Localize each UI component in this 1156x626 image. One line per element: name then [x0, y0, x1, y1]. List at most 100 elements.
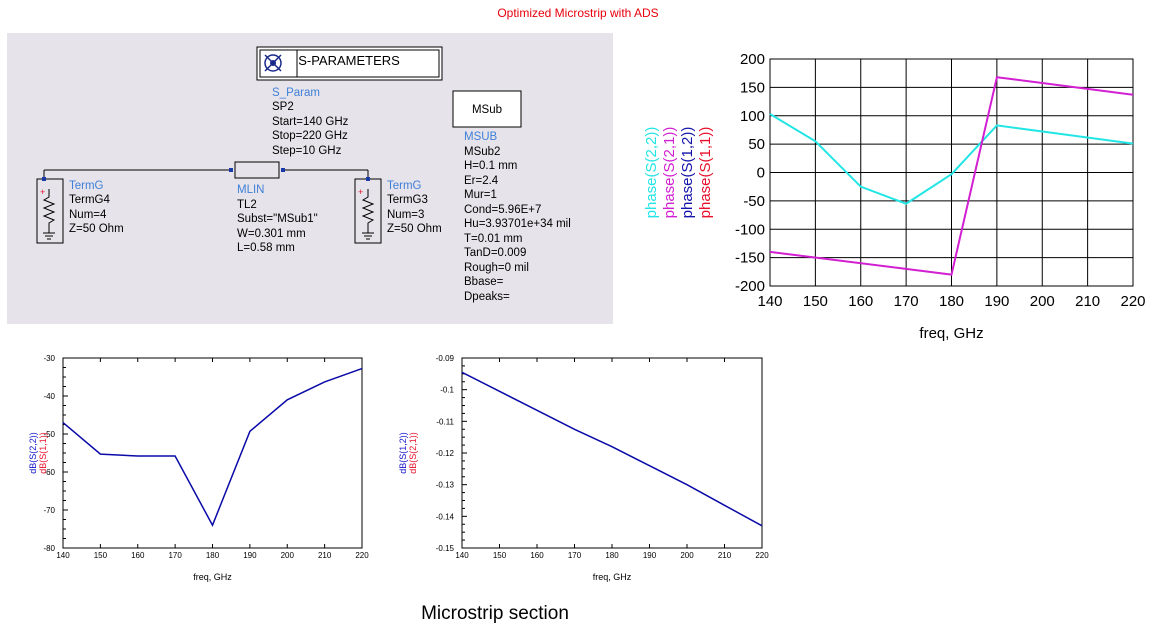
- mlin-line: MLIN: [237, 184, 264, 196]
- x-tick-label: 220: [755, 551, 769, 560]
- msub-line: Cond=5.96E+7: [464, 204, 541, 216]
- x-tick-label: 180: [605, 551, 619, 560]
- msub-line: T=0.01 mm: [464, 233, 522, 245]
- x-axis-label: freq, GHz: [919, 325, 983, 342]
- x-tick-label: 180: [939, 293, 964, 310]
- term-right-line: Num=3: [387, 209, 424, 221]
- x-tick-label: 170: [894, 293, 919, 310]
- y-tick-label: -0.14: [436, 512, 455, 521]
- series-line: [461, 371, 763, 527]
- x-tick-label: 210: [318, 551, 332, 560]
- term-left-component[interactable]: +: [36, 177, 64, 244]
- term-right-line: Z=50 Ohm: [387, 223, 442, 235]
- y-tick-label: 100: [740, 108, 765, 125]
- plot-frame: [461, 357, 763, 549]
- x-tick-label: 140: [455, 551, 469, 560]
- sparameters-button[interactable]: S-PARAMETERS: [256, 46, 443, 81]
- x-tick-label: 190: [643, 551, 657, 560]
- mlin-line: W=0.301 mm: [237, 228, 306, 240]
- term-right-component[interactable]: +: [354, 177, 382, 244]
- series-line: [769, 76, 1134, 276]
- mlin-line: TL2: [237, 199, 257, 211]
- x-tick-label: 150: [803, 293, 828, 310]
- sparam-line: S_Param: [272, 87, 320, 99]
- sparam-line: Start=140 GHz: [272, 116, 349, 128]
- x-tick-label: 210: [1075, 293, 1100, 310]
- x-tick-label: 200: [1030, 293, 1055, 310]
- sparam-line: Step=10 GHz: [272, 145, 342, 157]
- y-tick-label: -70: [43, 506, 55, 515]
- phase-chart: 140 150 160 170 180 190 200 210 220 200 150 100 50 0 -…: [643, 51, 1146, 342]
- y-tick-label: -0.1: [440, 386, 454, 395]
- y-series-labels: dB(S(1,2)) dB(S(2,1)): [398, 432, 418, 474]
- y-tick-label: -150: [735, 250, 765, 267]
- term-right-line: TermG: [387, 180, 422, 192]
- x-tick-label: 210: [718, 551, 732, 560]
- y-series-label: phase(S(2,2)): [643, 127, 660, 219]
- y-series-labels: phase(S(2,2)) phase(S(2,1)) phase(S(1,2)) p…: [643, 127, 714, 219]
- x-tick-label: 140: [56, 551, 70, 560]
- y-tick-label: -40: [43, 392, 55, 401]
- y-tick-label: -30: [43, 354, 55, 363]
- mlin-component[interactable]: [229, 161, 285, 179]
- y-series-labels: dB(S(2,2)) dB(S(1,1)): [28, 432, 48, 474]
- y-tick-label: -0.15: [436, 544, 455, 553]
- msub-line: MSub2: [464, 146, 500, 158]
- x-tick-label: 160: [131, 551, 145, 560]
- x-axis-label: freq, GHz: [593, 572, 632, 582]
- x-tick-label: 220: [355, 551, 369, 560]
- x-tick-label: 200: [680, 551, 694, 560]
- return-loss-chart: 140 150 160 170 180 190 200 210 220 -30 -40 -50 -60 -…: [28, 354, 369, 582]
- sparam-line: SP2: [272, 101, 294, 113]
- y-tick-label: -50: [43, 430, 55, 439]
- msub-line: MSUB: [464, 131, 498, 143]
- y-series-label: phase(S(1,2)): [679, 127, 696, 219]
- msub-line: Bbase=: [464, 276, 504, 288]
- plot-frame: [769, 58, 1134, 287]
- sparameters-icon: [264, 54, 282, 72]
- y-tick-label: 50: [748, 136, 765, 153]
- schematic-canvas: S-PARAMETERS S_Param SP2 Start=140 GHz S…: [36, 46, 571, 303]
- x-tick-label: 160: [848, 293, 873, 310]
- msub-label: MSub: [472, 104, 502, 116]
- y-tick-label: -80: [43, 544, 55, 553]
- x-tick-label: 140: [757, 293, 782, 310]
- plus-sign-icon: +: [358, 187, 363, 197]
- y-tick-label: -50: [743, 193, 765, 210]
- term-left-line: Z=50 Ohm: [69, 223, 124, 235]
- y-series-label: dB(S(2,2)): [28, 432, 38, 474]
- y-tick-label: -0.11: [436, 417, 454, 426]
- x-tick-label: 170: [568, 551, 582, 560]
- msub-line: Er=2.4: [464, 175, 499, 187]
- y-tick-label: -0.09: [436, 354, 455, 363]
- y-tick-label: -200: [735, 278, 765, 295]
- y-tick-label: -60: [43, 468, 55, 477]
- page-title: Optimized Microstrip with ADS: [497, 6, 659, 20]
- bottom-caption: Microstrip section: [421, 603, 569, 624]
- msub-line: TanD=0.009: [464, 247, 526, 259]
- series-line: [62, 367, 363, 527]
- y-tick-label: 150: [740, 79, 765, 96]
- y-series-label: phase(S(1,1)): [697, 127, 714, 219]
- x-tick-label: 160: [530, 551, 544, 560]
- term-left-line: TermG: [69, 180, 104, 192]
- schematic-panel: S-PARAMETERS S_Param SP2 Start=140 GHz S…: [7, 33, 613, 324]
- term-left-line: Num=4: [69, 209, 107, 221]
- term-left-line: TermG4: [69, 194, 111, 206]
- sparam-line: Stop=220 GHz: [272, 130, 348, 142]
- x-axis-label: freq, GHz: [193, 572, 232, 582]
- y-series-label: dB(S(1,1)): [38, 432, 48, 474]
- x-tick-label: 200: [281, 551, 295, 560]
- schematic-wires: [43, 169, 369, 179]
- insertion-loss-chart: 140 150 160 170 180 190 200 210 220 -0.09 -0.1 -0.1…: [398, 354, 769, 582]
- plus-sign-icon: +: [40, 187, 45, 197]
- y-tick-label: -100: [735, 221, 765, 238]
- mlin-line: Subst="MSub1": [237, 213, 318, 225]
- y-tick-label: 0: [757, 165, 765, 182]
- x-tick-label: 190: [243, 551, 257, 560]
- series-line: [769, 113, 1134, 205]
- msub-line: Rough=0 mil: [464, 262, 529, 274]
- msub-button[interactable]: MSub: [452, 90, 522, 128]
- x-tick-label: 190: [984, 293, 1009, 310]
- msub-line: Mur=1: [464, 189, 497, 201]
